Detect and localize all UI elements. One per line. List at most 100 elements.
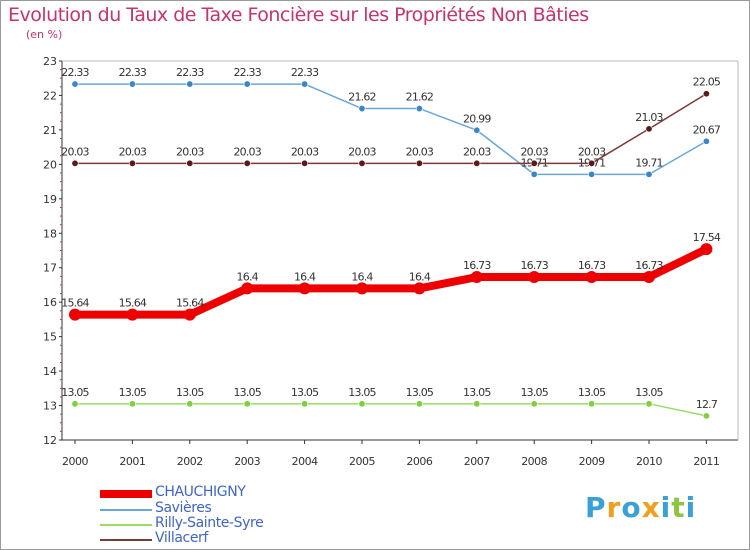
data-label: 20.67 bbox=[693, 123, 721, 136]
legend-label-chauchigny: CHAUCHIGNY bbox=[155, 484, 246, 500]
logo-letter: P bbox=[585, 491, 607, 524]
y-tick-label: 14 bbox=[43, 365, 57, 378]
data-point bbox=[243, 80, 251, 88]
data-label: 15.64 bbox=[119, 297, 147, 310]
data-point bbox=[358, 159, 366, 167]
y-tick-label: 17 bbox=[43, 262, 57, 275]
y-tick-label: 16 bbox=[43, 296, 57, 309]
data-label: 15.64 bbox=[61, 297, 89, 310]
y-tick-label: 18 bbox=[43, 227, 57, 240]
data-point bbox=[585, 271, 598, 284]
data-point bbox=[69, 308, 81, 321]
data-point bbox=[186, 400, 194, 408]
data-label: 13.05 bbox=[176, 386, 204, 399]
data-label: 17.54 bbox=[693, 231, 721, 244]
logo-letter: o bbox=[621, 491, 642, 524]
data-point bbox=[588, 400, 596, 408]
legend-swatch-savieres bbox=[100, 509, 152, 511]
data-point bbox=[415, 159, 423, 167]
data-label: 22.33 bbox=[61, 66, 89, 79]
data-point bbox=[588, 170, 596, 178]
data-point bbox=[243, 159, 251, 167]
legend-swatch-villacerf bbox=[100, 539, 152, 541]
data-point bbox=[530, 400, 538, 408]
data-point bbox=[71, 159, 79, 167]
data-point bbox=[301, 80, 309, 88]
data-point bbox=[470, 271, 483, 284]
data-label: 12.7 bbox=[696, 398, 718, 411]
data-label: 16.73 bbox=[520, 259, 548, 272]
data-point bbox=[588, 159, 596, 167]
data-point bbox=[186, 80, 194, 88]
data-point bbox=[702, 137, 710, 145]
data-label: 20.03 bbox=[406, 145, 434, 158]
data-label: 13.05 bbox=[348, 386, 376, 399]
x-tick-label: 2000 bbox=[62, 455, 88, 468]
x-tick-label: 2003 bbox=[234, 455, 260, 468]
data-label: 20.03 bbox=[463, 145, 491, 158]
logo-letter: x bbox=[641, 491, 661, 524]
data-point bbox=[356, 282, 368, 295]
data-label: 20.03 bbox=[291, 145, 319, 158]
data-label: 22.33 bbox=[176, 66, 204, 79]
data-point bbox=[183, 308, 196, 321]
series-line-rilly-sainte-syre bbox=[74, 403, 708, 417]
logo-letter: i bbox=[660, 491, 672, 524]
data-point bbox=[358, 105, 366, 113]
data-point bbox=[530, 170, 538, 178]
data-label: 13.05 bbox=[463, 386, 491, 399]
data-point bbox=[643, 271, 655, 284]
data-label: 13.05 bbox=[61, 386, 89, 399]
data-point bbox=[358, 400, 366, 408]
data-label: 16.73 bbox=[578, 259, 606, 272]
data-label: 22.33 bbox=[233, 66, 261, 79]
data-label: 16.73 bbox=[463, 259, 491, 272]
data-label: 16.73 bbox=[635, 259, 663, 272]
data-label: 21.03 bbox=[635, 111, 663, 124]
data-label: 21.62 bbox=[348, 91, 376, 104]
x-tick-label: 2007 bbox=[464, 455, 490, 468]
data-point bbox=[645, 125, 653, 133]
data-point bbox=[530, 159, 538, 167]
x-tick-label: 2010 bbox=[636, 455, 662, 468]
data-label: 20.99 bbox=[463, 112, 491, 125]
logo-letter: t bbox=[671, 491, 686, 524]
data-label: 16.4 bbox=[237, 270, 259, 283]
data-point bbox=[415, 105, 423, 113]
data-point bbox=[298, 282, 311, 295]
x-tick-label: 2005 bbox=[349, 455, 375, 468]
proxiti-logo: Proxiti bbox=[585, 491, 696, 524]
data-point bbox=[528, 271, 541, 284]
data-label: 20.03 bbox=[578, 145, 606, 158]
data-point bbox=[243, 400, 251, 408]
data-label: 13.05 bbox=[520, 386, 548, 399]
x-tick-label: 2002 bbox=[177, 455, 203, 468]
data-label: 22.33 bbox=[291, 66, 319, 79]
legend-label-rilly: Rilly-Sainte-Syre bbox=[155, 515, 264, 531]
data-label: 19.71 bbox=[635, 156, 663, 169]
chart-title: Evolution du Taux de Taxe Foncière sur l… bbox=[8, 4, 589, 26]
data-point bbox=[702, 412, 710, 420]
y-tick-label: 21 bbox=[43, 124, 57, 137]
y-tick-label: 23 bbox=[43, 55, 57, 68]
x-tick-label: 2006 bbox=[406, 455, 432, 468]
data-label: 22.05 bbox=[693, 76, 721, 89]
data-point bbox=[186, 159, 194, 167]
data-point bbox=[473, 400, 481, 408]
legend-swatch-chauchigny bbox=[100, 490, 152, 498]
data-label: 20.03 bbox=[520, 145, 548, 158]
series-line-chauchigny bbox=[71, 245, 711, 319]
data-label: 13.05 bbox=[119, 386, 147, 399]
data-point bbox=[700, 243, 713, 256]
data-label: 13.05 bbox=[635, 386, 663, 399]
data-point bbox=[126, 308, 139, 321]
data-point bbox=[645, 400, 653, 408]
data-point bbox=[413, 282, 426, 295]
data-label: 20.03 bbox=[61, 145, 89, 158]
y-tick-label: 12 bbox=[43, 434, 57, 447]
legend-label-villacerf: Villacerf bbox=[155, 530, 208, 546]
data-point bbox=[473, 126, 481, 134]
data-label: 22.33 bbox=[119, 66, 147, 79]
data-label: 16.4 bbox=[351, 270, 373, 283]
